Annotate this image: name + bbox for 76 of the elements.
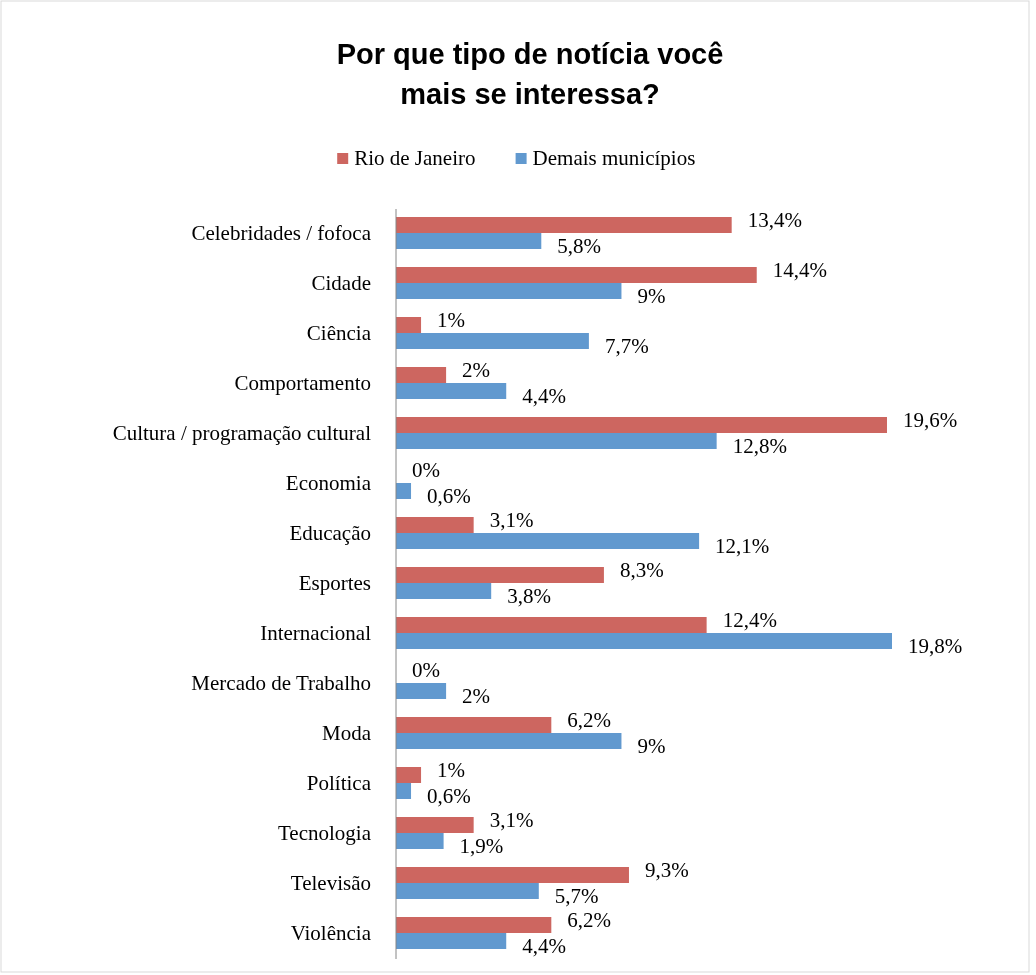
data-label: 3,1% — [489, 808, 534, 832]
data-label: 19,8% — [908, 634, 963, 658]
y-tick-label: Esportes — [298, 571, 371, 595]
y-tick-label: Celebridades / fofoca — [191, 221, 372, 245]
data-label: 13,4% — [747, 208, 802, 232]
bar — [396, 617, 707, 633]
y-tick-label: Cidade — [311, 271, 371, 295]
y-tick-label: Televisão — [290, 871, 371, 895]
y-tick-label: Economia — [285, 471, 372, 495]
bar — [396, 583, 492, 599]
data-label: 4,4% — [522, 934, 566, 958]
data-label: 12,1% — [715, 534, 770, 558]
bar — [396, 283, 622, 299]
data-label: 9% — [637, 284, 666, 308]
bar — [396, 883, 539, 899]
y-tick-label: Política — [306, 771, 372, 795]
data-label: 6,2% — [567, 908, 612, 932]
bar — [396, 567, 604, 583]
chart-title: Por que tipo de notícia você mais se interessa? — [336, 38, 724, 110]
data-label: 5,8% — [557, 234, 602, 258]
y-tick-label: Ciência — [306, 321, 372, 345]
bar — [396, 783, 412, 799]
data-label: 1% — [437, 758, 466, 782]
bar — [396, 217, 732, 233]
data-label: 19,6% — [902, 408, 958, 432]
data-label: 0,6% — [427, 484, 471, 508]
data-label: 0% — [412, 658, 440, 682]
bar — [396, 833, 444, 849]
data-label: 4,4% — [522, 384, 566, 408]
y-tick-label: Internacional — [260, 621, 372, 645]
bar — [396, 233, 542, 249]
legend-label: Rio de Janeiro — [354, 146, 476, 170]
y-tick-label: Educação — [289, 521, 371, 545]
bar — [396, 433, 717, 449]
bar — [396, 917, 552, 933]
bar — [396, 717, 552, 733]
bar — [396, 333, 589, 349]
y-tick-label: Comportamento — [234, 371, 371, 395]
data-label: 7,7% — [604, 334, 649, 358]
data-label: 3,8% — [507, 584, 551, 608]
data-label: 14,4% — [772, 258, 827, 282]
y-tick-label: Violência — [290, 921, 372, 945]
legend-label: Demais municípios — [532, 146, 696, 170]
bar — [396, 533, 700, 549]
y-tick-label: Moda — [322, 721, 372, 745]
bar — [396, 767, 422, 783]
bar — [396, 867, 629, 883]
bar — [396, 383, 507, 399]
data-label: 2% — [462, 358, 491, 382]
data-label: 6,2% — [567, 708, 612, 732]
bar — [396, 933, 507, 949]
bar — [396, 417, 887, 433]
bar — [396, 817, 474, 833]
data-label: 1,9% — [459, 834, 504, 858]
data-label: 0% — [412, 458, 440, 482]
y-tick-label: Cultura / programação cultural — [112, 421, 372, 445]
data-label: 5,7% — [554, 884, 599, 908]
y-tick-label: Tecnologia — [278, 821, 372, 845]
bar — [396, 317, 422, 333]
data-label: 9% — [637, 734, 666, 758]
bar — [396, 517, 474, 533]
data-label: 9,3% — [644, 858, 689, 882]
bar — [396, 267, 757, 283]
bar — [396, 367, 447, 383]
data-label: 0,6% — [427, 784, 471, 808]
data-label: 3,1% — [489, 508, 534, 532]
data-label: 1% — [437, 308, 466, 332]
bar — [396, 633, 892, 649]
bar — [396, 733, 622, 749]
y-tick-label: Mercado de Trabalho — [191, 671, 371, 695]
data-label: 12,8% — [732, 434, 787, 458]
data-label: 8,3% — [619, 558, 664, 582]
bar — [396, 683, 447, 699]
data-label: 2% — [462, 684, 491, 708]
data-label: 12,4% — [722, 608, 777, 632]
bar — [396, 483, 412, 499]
